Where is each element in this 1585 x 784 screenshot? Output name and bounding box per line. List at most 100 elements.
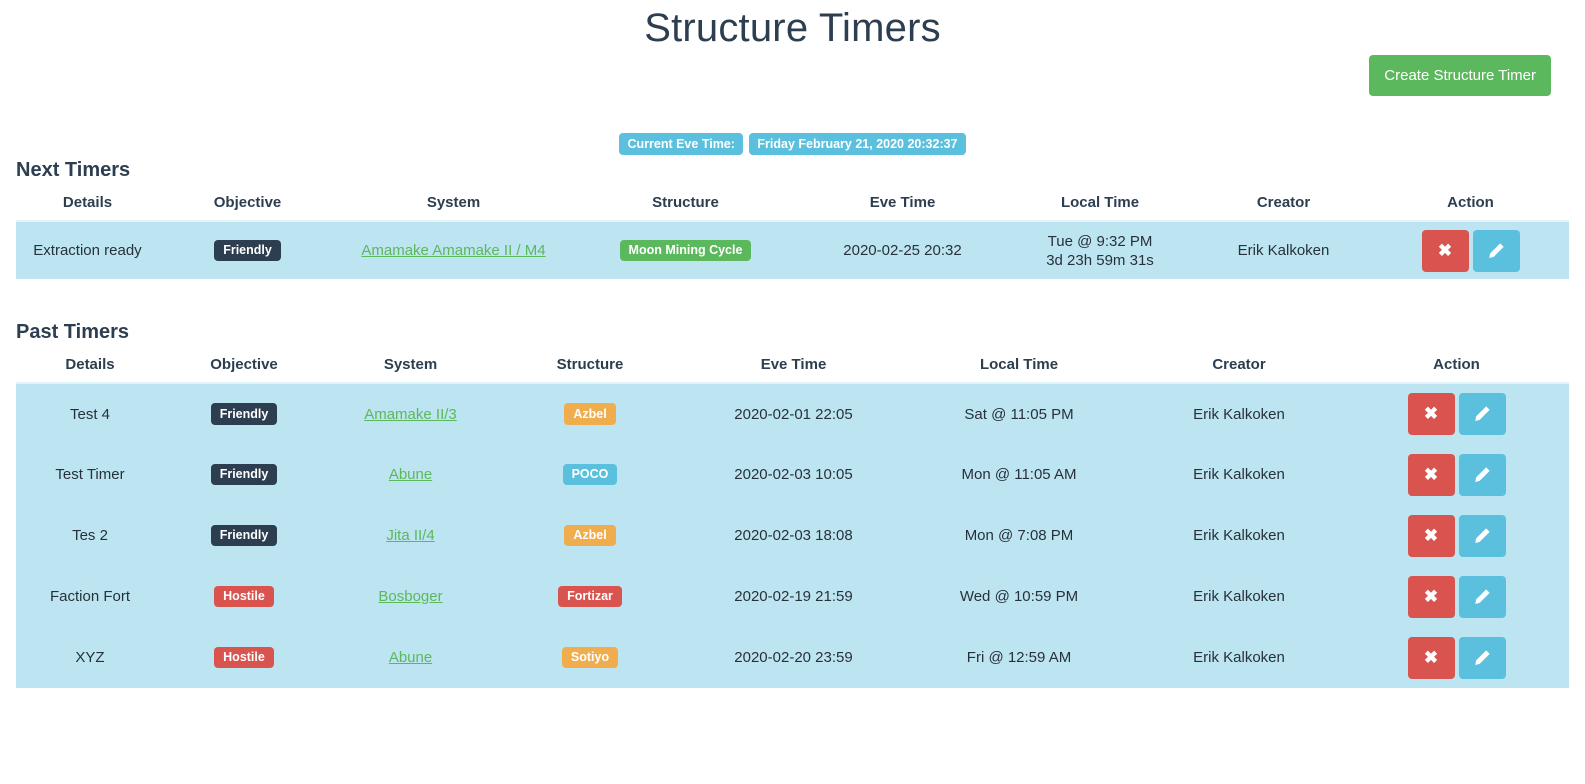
objective-badge: Friendly bbox=[210, 524, 278, 547]
structure-cell: Azbel bbox=[497, 505, 683, 566]
action-cell: ✖ bbox=[1344, 383, 1569, 444]
pencil-icon bbox=[1475, 527, 1490, 543]
details-cell: Tes 2 bbox=[72, 527, 108, 544]
creator-cell: Erik Kalkoken bbox=[1193, 649, 1285, 666]
edit-timer-button[interactable] bbox=[1472, 229, 1520, 272]
delete-x-icon: ✖ bbox=[1437, 240, 1453, 260]
details-cell: Test Timer bbox=[55, 466, 125, 483]
system-link[interactable]: Amamake Amamake II / M4 bbox=[361, 242, 546, 259]
page-title: Structure Timers bbox=[644, 6, 941, 50]
next-timers-table: Details Objective System Structure Eve Time L… bbox=[16, 184, 1569, 279]
action-cell: ✖ bbox=[1344, 566, 1569, 627]
creator-cell: Erik Kalkoken bbox=[1193, 527, 1285, 544]
next-timer-row: Extraction ready Friendly Amamake Amamake … bbox=[16, 221, 1569, 279]
local-time-text: Wed @ 10:59 PM bbox=[959, 588, 1079, 605]
objective-cell: Hostile bbox=[164, 566, 324, 627]
eve-clock-value: Friday February 21, 2020 20:32:37 bbox=[749, 133, 966, 155]
system-cell: Abune bbox=[324, 627, 497, 688]
eve-time-cell: 2020-02-25 20:32 bbox=[843, 242, 962, 259]
edit-timer-button[interactable] bbox=[1458, 636, 1506, 679]
objective-cell: Friendly bbox=[164, 505, 324, 566]
objective-badge: Friendly bbox=[210, 403, 278, 425]
toolbar: Create Structure Timer bbox=[0, 51, 1585, 99]
past-timers-heading: Past Timers bbox=[16, 321, 130, 343]
local-time-cell: Mon @ 7:08 PM bbox=[904, 505, 1134, 566]
system-link[interactable]: Jita II/4 bbox=[386, 527, 435, 544]
delete-timer-button[interactable]: ✖ bbox=[1421, 229, 1469, 272]
system-cell: Amamake II/3 bbox=[324, 383, 497, 444]
structure-type-badge: POCO bbox=[562, 463, 618, 486]
objective-cell: Hostile bbox=[164, 627, 324, 688]
system-link[interactable]: Abune bbox=[388, 649, 433, 666]
past-header-row: Details Objective System Structure Eve Time L… bbox=[16, 346, 1569, 383]
delete-timer-button[interactable]: ✖ bbox=[1407, 514, 1455, 557]
structure-cell: Sotiyo bbox=[497, 627, 683, 688]
past-timer-row: Test 4 Friendly Amamake II/3 Azbel 2020-02-0… bbox=[16, 383, 1569, 444]
edit-timer-button[interactable] bbox=[1458, 514, 1506, 557]
details-cell: XYZ bbox=[75, 649, 105, 666]
column-header-eve-time: Eve Time bbox=[760, 356, 827, 373]
column-header-creator: Creator bbox=[1256, 194, 1311, 211]
next-header-row: Details Objective System Structure Eve Time L… bbox=[16, 184, 1569, 221]
eve-time-cell: 2020-02-03 10:05 bbox=[734, 466, 853, 483]
eve-clock: Current Eve Time: Friday February 21, 20… bbox=[0, 133, 1585, 155]
edit-timer-button[interactable] bbox=[1458, 393, 1506, 435]
pencil-icon bbox=[1475, 406, 1490, 421]
delete-x-icon: ✖ bbox=[1423, 586, 1439, 606]
column-header-objective: Objective bbox=[210, 356, 278, 373]
objective-cell: Friendly bbox=[164, 444, 324, 505]
system-link[interactable]: Bosboger bbox=[378, 588, 443, 605]
eve-time-cell: 2020-02-01 22:05 bbox=[734, 405, 853, 423]
system-link[interactable]: Abune bbox=[388, 466, 433, 483]
column-header-eve-time: Eve Time bbox=[869, 194, 936, 211]
column-header-action: Action bbox=[1433, 356, 1480, 373]
structure-cell: POCO bbox=[497, 444, 683, 505]
system-link[interactable]: Amamake II/3 bbox=[364, 405, 457, 423]
details-cell: Faction Fort bbox=[49, 588, 131, 605]
past-timer-row: Test Timer Friendly Abune POCO 2020-02-03 10… bbox=[16, 444, 1569, 505]
structure-timers-page: Structure Timers Create Structure Timer … bbox=[0, 6, 1585, 688]
pencil-icon bbox=[1475, 466, 1490, 482]
details-cell: Extraction ready bbox=[33, 242, 142, 259]
eve-clock-label: Current Eve Time: bbox=[619, 133, 743, 155]
past-timer-row: Faction Fort Hostile Bosboger Fortizar 2020-… bbox=[16, 566, 1569, 627]
objective-badge: Hostile bbox=[214, 646, 274, 669]
next-timers-heading: Next Timers bbox=[16, 159, 131, 181]
system-cell: Amamake Amamake II / M4 bbox=[336, 221, 571, 279]
local-time-cell: Sat @ 11:05 PM bbox=[904, 383, 1134, 444]
objective-cell: Friendly bbox=[159, 221, 336, 279]
past-timer-row: XYZ Hostile Abune Sotiyo 2020-02-20 23:59 Fri… bbox=[16, 627, 1569, 688]
system-cell: Jita II/4 bbox=[324, 505, 497, 566]
delete-x-icon: ✖ bbox=[1423, 404, 1439, 423]
column-header-system: System bbox=[426, 194, 481, 211]
edit-timer-button[interactable] bbox=[1458, 453, 1506, 496]
eve-time-cell: 2020-02-20 23:59 bbox=[734, 649, 853, 666]
structure-cell: Azbel bbox=[497, 383, 683, 444]
delete-x-icon: ✖ bbox=[1423, 525, 1439, 545]
local-time-cell: Tue @ 9:32 PM 3d 23h 59m 31s bbox=[1005, 221, 1195, 279]
action-cell: ✖ bbox=[1372, 221, 1569, 279]
structure-cell: Fortizar bbox=[497, 566, 683, 627]
details-cell: Test 4 bbox=[69, 405, 111, 423]
action-cell: ✖ bbox=[1344, 444, 1569, 505]
local-time-cell: Fri @ 12:59 AM bbox=[904, 627, 1134, 688]
delete-timer-button[interactable]: ✖ bbox=[1407, 393, 1455, 435]
delete-timer-button[interactable]: ✖ bbox=[1407, 636, 1455, 679]
edit-timer-button[interactable] bbox=[1458, 575, 1506, 618]
delete-x-icon: ✖ bbox=[1423, 647, 1439, 667]
create-structure-timer-button[interactable]: Create Structure Timer bbox=[1369, 55, 1551, 96]
pencil-icon bbox=[1475, 649, 1490, 665]
local-time-text: Sat @ 11:05 PM bbox=[964, 405, 1074, 423]
delete-x-icon: ✖ bbox=[1423, 464, 1439, 484]
local-time-text: Tue @ 9:32 PM bbox=[1047, 232, 1153, 250]
action-cell: ✖ bbox=[1344, 505, 1569, 566]
structure-cell: Moon Mining Cycle bbox=[571, 221, 800, 279]
local-time-text: Mon @ 7:08 PM bbox=[964, 527, 1074, 544]
column-header-creator: Creator bbox=[1212, 356, 1266, 373]
local-time-cell: Mon @ 11:05 AM bbox=[904, 444, 1134, 505]
delete-timer-button[interactable]: ✖ bbox=[1407, 453, 1455, 496]
delete-timer-button[interactable]: ✖ bbox=[1407, 575, 1455, 618]
objective-badge: Friendly bbox=[214, 239, 281, 262]
column-header-objective: Objective bbox=[213, 194, 282, 211]
structure-type-badge: Moon Mining Cycle bbox=[619, 239, 752, 262]
